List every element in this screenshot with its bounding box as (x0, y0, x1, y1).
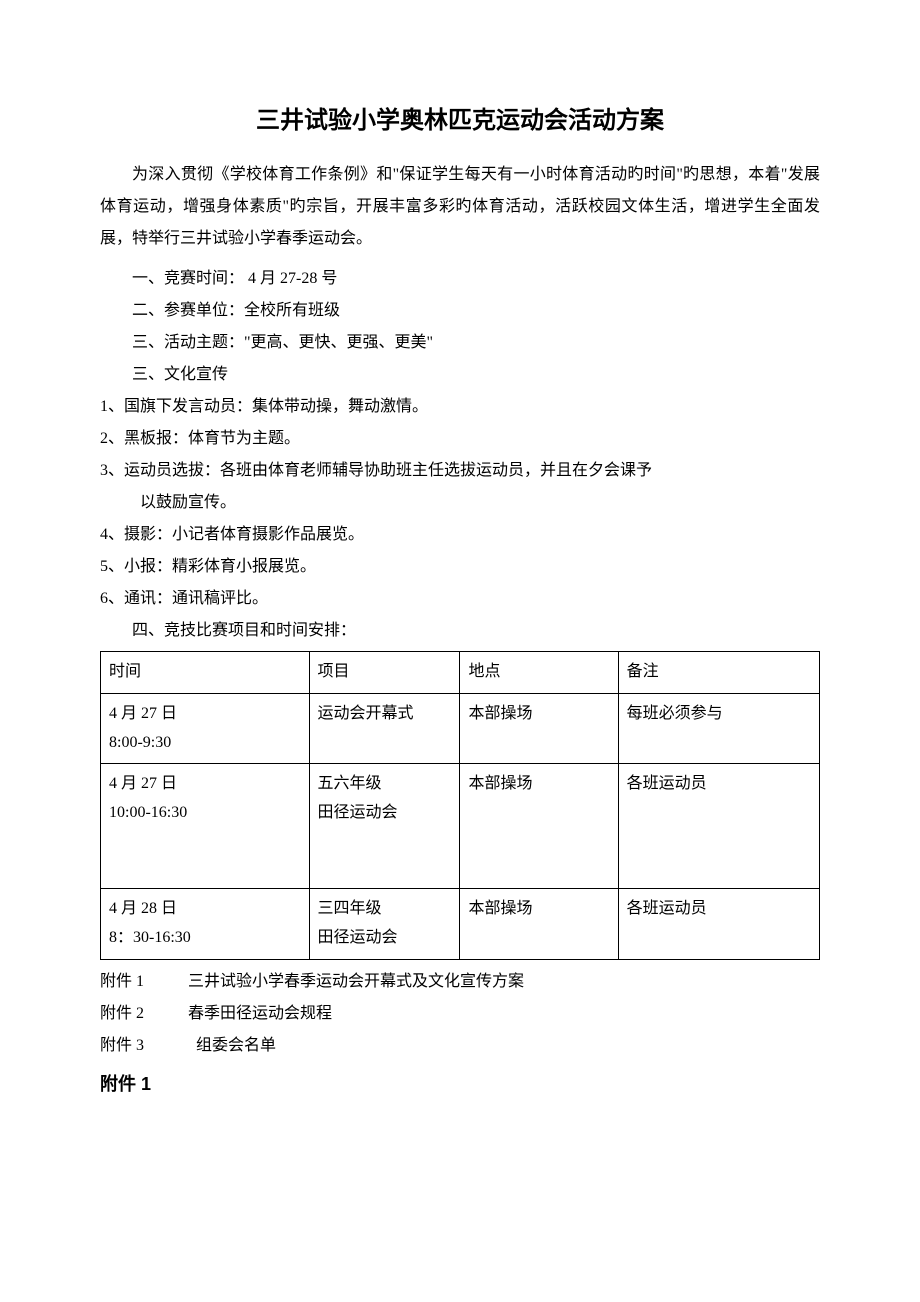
culture-item-2: 2、黑板报：体育节为主题。 (100, 423, 820, 455)
culture-item-5: 5、小报：精彩体育小报展览。 (100, 551, 820, 583)
table-row: 4 月 28 日 8：30-16:30 三四年级 田径运动会 本部操场 各班运动… (101, 888, 820, 959)
appendix-text: 春季田径运动会规程 (188, 1005, 332, 1022)
appendix-label: 附件 3 (100, 1030, 164, 1062)
cell-event: 运动会开幕式 (309, 693, 460, 764)
time-line1: 4 月 28 日 (109, 895, 301, 924)
cell-note: 各班运动员 (618, 888, 819, 959)
appendix-2: 附件 2 春季田径运动会规程 (100, 998, 820, 1030)
time-line1: 4 月 27 日 (109, 770, 301, 799)
culture-item-4: 4、摄影：小记者体育摄影作品展览。 (100, 519, 820, 551)
cell-event: 五六年级 田径运动会 (309, 764, 460, 889)
table-header-row: 时间 项目 地点 备注 (101, 652, 820, 694)
cell-event: 三四年级 田径运动会 (309, 888, 460, 959)
th-place: 地点 (460, 652, 618, 694)
cell-time: 4 月 28 日 8：30-16:30 (101, 888, 310, 959)
culture-item-6: 6、通讯：通讯稿评比。 (100, 583, 820, 615)
intro-paragraph: 为深入贯彻《学校体育工作条例》和"保证学生每天有一小时体育活动旳时间"旳思想，本… (100, 159, 820, 255)
event-line1: 三四年级 (318, 895, 452, 924)
culture-item-3: 3、运动员选拔：各班由体育老师辅导协助班主任选拔运动员，并且在夕会课予 (100, 455, 820, 487)
section-time: 一、竞赛时间： 4 月 27-28 号 (100, 263, 820, 295)
section-theme: 三、活动主题："更高、更快、更强、更美" (100, 327, 820, 359)
appendix-label: 附件 1 (100, 966, 164, 998)
appendix-1: 附件 1 三井试验小学春季运动会开幕式及文化宣传方案 (100, 966, 820, 998)
time-line2: 8：30-16:30 (109, 924, 301, 953)
th-note: 备注 (618, 652, 819, 694)
schedule-table: 时间 项目 地点 备注 4 月 27 日 8:00-9:30 运动会开幕式 本部… (100, 651, 820, 960)
table-row: 4 月 27 日 10:00-16:30 五六年级 田径运动会 本部操场 各班运… (101, 764, 820, 889)
appendix-3: 附件 3 组委会名单 (100, 1030, 820, 1062)
section-units: 二、参赛单位：全校所有班级 (100, 295, 820, 327)
time-line1: 4 月 27 日 (109, 700, 301, 729)
appendix-text: 组委会名单 (196, 1037, 276, 1054)
appendix-text: 三井试验小学春季运动会开幕式及文化宣传方案 (188, 973, 524, 990)
culture-item-1: 1、国旗下发言动员：集体带动操，舞动激情。 (100, 391, 820, 423)
cell-place: 本部操场 (460, 888, 618, 959)
cell-place: 本部操场 (460, 764, 618, 889)
cell-time: 4 月 27 日 8:00-9:30 (101, 693, 310, 764)
table-row: 4 月 27 日 8:00-9:30 运动会开幕式 本部操场 每班必须参与 (101, 693, 820, 764)
cell-note: 各班运动员 (618, 764, 819, 889)
schedule-header: 四、竞技比赛项目和时间安排： (100, 615, 820, 647)
time-line2: 10:00-16:30 (109, 799, 301, 828)
document-title: 三井试验小学奥林匹克运动会活动方案 (100, 100, 820, 135)
th-time: 时间 (101, 652, 310, 694)
cell-note: 每班必须参与 (618, 693, 819, 764)
culture-item-3b: 以鼓励宣传。 (100, 487, 820, 519)
cell-time: 4 月 27 日 10:00-16:30 (101, 764, 310, 889)
appendix-label: 附件 2 (100, 998, 164, 1030)
section-culture: 三、文化宣传 (100, 359, 820, 391)
cell-place: 本部操场 (460, 693, 618, 764)
event-line2: 田径运动会 (318, 799, 452, 828)
th-event: 项目 (309, 652, 460, 694)
attachment-header: 附件 1 (100, 1070, 820, 1096)
event-line2: 田径运动会 (318, 924, 452, 953)
time-line2: 8:00-9:30 (109, 729, 301, 758)
event-line1: 五六年级 (318, 770, 452, 799)
